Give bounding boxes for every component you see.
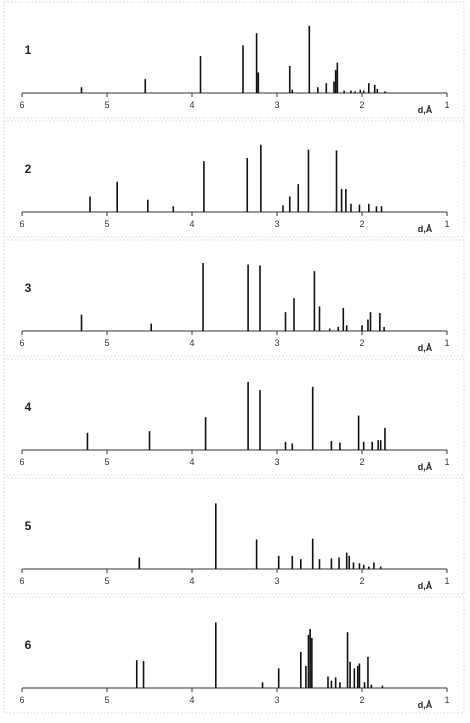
panel-label: 5 (25, 519, 32, 533)
x-tick-label: 2 (359, 576, 364, 586)
x-tick-label: 5 (104, 457, 109, 467)
xrd-panel-6: 6 6 5 4 3 2 1 d,Å (3, 596, 465, 714)
panel-label: 2 (25, 162, 32, 176)
x-tick-label: 2 (359, 100, 364, 110)
x-tick-label: 4 (189, 457, 194, 467)
x-axis-label: d,Å (418, 343, 433, 353)
x-tick-label: 3 (274, 695, 279, 705)
x-tick-label: 6 (19, 695, 24, 705)
x-tick-label: 6 (19, 100, 24, 110)
x-tick-label: 2 (359, 219, 364, 229)
x-tick-label: 6 (19, 457, 24, 467)
x-tick-label: 5 (104, 576, 109, 586)
panel-label: 3 (25, 281, 32, 295)
xrd-panel-3: 3 6 5 4 3 2 1 d,Å (3, 239, 465, 357)
x-tick-label: 5 (104, 100, 109, 110)
x-tick-label: 2 (359, 338, 364, 348)
x-tick-label: 1 (444, 100, 449, 110)
x-tick-label: 6 (19, 219, 24, 229)
x-tick-label: 4 (189, 576, 194, 586)
x-tick-label: 1 (444, 576, 449, 586)
x-tick-label: 1 (444, 338, 449, 348)
x-tick-label: 1 (444, 219, 449, 229)
panel-label: 1 (25, 43, 32, 57)
panel-frame (3, 596, 465, 714)
x-tick-label: 3 (274, 576, 279, 586)
x-axis-label: d,Å (418, 105, 433, 115)
x-tick-label: 2 (359, 457, 364, 467)
panel-frame (3, 120, 465, 238)
x-tick-label: 1 (444, 457, 449, 467)
x-tick-label: 5 (104, 338, 109, 348)
xrd-panel-2: 2 6 5 4 3 2 1 d,Å (3, 120, 465, 238)
x-tick-label: 6 (19, 338, 24, 348)
x-tick-label: 6 (19, 576, 24, 586)
x-tick-label: 3 (274, 100, 279, 110)
xrd-panel-1: 1 6 5 4 3 2 1 d,Å (3, 1, 465, 119)
panel-frame (3, 1, 465, 119)
x-tick-label: 3 (274, 219, 279, 229)
panel-frame (3, 477, 465, 595)
x-axis-label: d,Å (418, 581, 433, 591)
x-tick-label: 4 (189, 695, 194, 705)
panel-label: 6 (25, 638, 32, 652)
x-axis-label: d,Å (418, 224, 433, 234)
x-tick-label: 4 (189, 219, 194, 229)
x-tick-label: 3 (274, 338, 279, 348)
x-tick-label: 4 (189, 338, 194, 348)
xrd-panel-5: 5 6 5 4 3 2 1 d,Å (3, 477, 465, 595)
x-tick-label: 1 (444, 695, 449, 705)
panel-label: 4 (25, 400, 32, 414)
panel-frame (3, 239, 465, 357)
x-tick-label: 2 (359, 695, 364, 705)
x-tick-label: 5 (104, 219, 109, 229)
x-axis-label: d,Å (418, 700, 433, 710)
xrd-panel-4: 4 6 5 4 3 2 1 d,Å (3, 358, 465, 476)
x-tick-label: 5 (104, 695, 109, 705)
x-tick-label: 3 (274, 457, 279, 467)
panel-frame (3, 358, 465, 476)
x-tick-label: 4 (189, 100, 194, 110)
x-axis-label: d,Å (418, 462, 433, 472)
